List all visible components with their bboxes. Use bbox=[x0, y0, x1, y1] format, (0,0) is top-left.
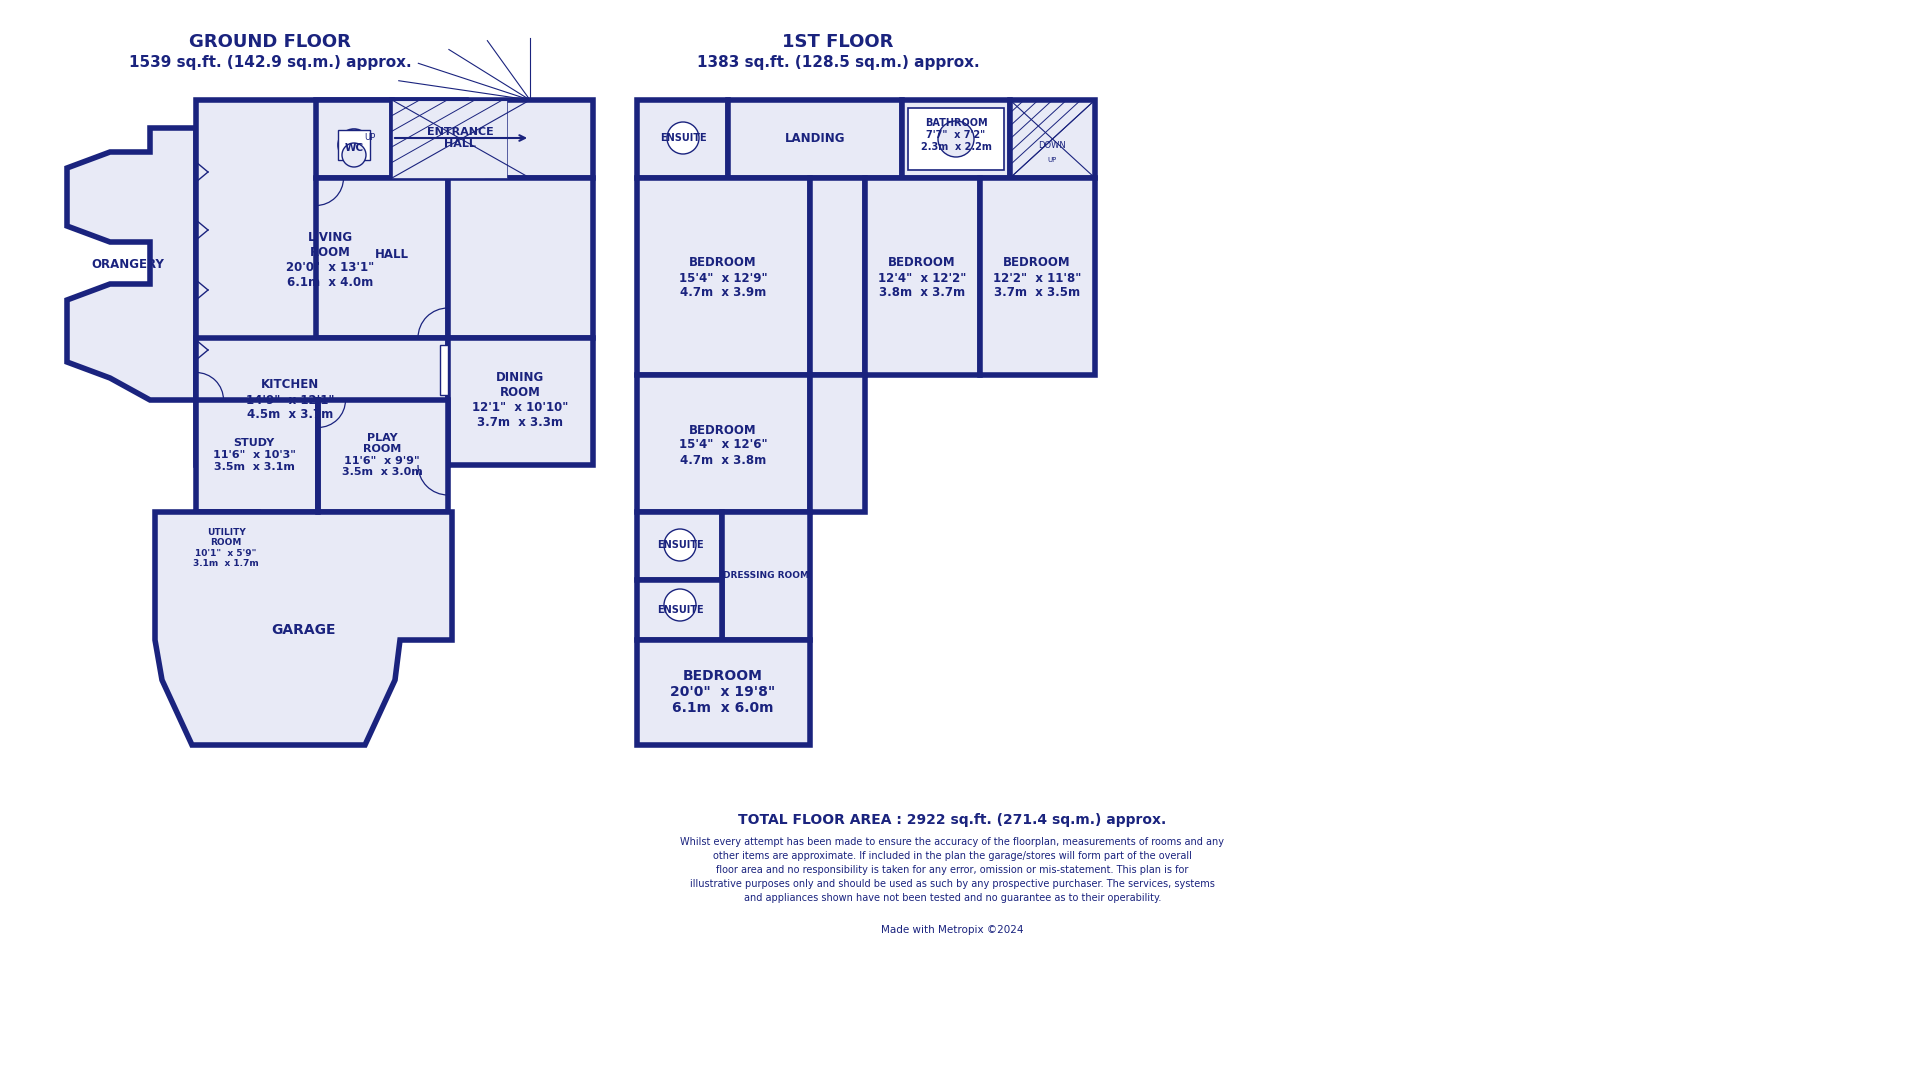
Bar bbox=[810, 178, 865, 375]
Text: HALL: HALL bbox=[375, 248, 410, 261]
Bar bbox=[392, 100, 438, 178]
Text: UTILITY
ROOM
10'1"  x 5'9"
3.1m  x 1.7m: UTILITY ROOM 10'1" x 5'9" 3.1m x 1.7m bbox=[192, 528, 259, 568]
Text: PLAY
ROOM
11'6"  x 9'9"
3.5m  x 3.0m: PLAY ROOM 11'6" x 9'9" 3.5m x 3.0m bbox=[341, 433, 423, 477]
Text: LANDING: LANDING bbox=[785, 132, 846, 145]
Text: DRESSING ROOM: DRESSING ROOM bbox=[724, 570, 810, 580]
Text: 1539 sq.ft. (142.9 sq.m.) approx.: 1539 sq.ft. (142.9 sq.m.) approx. bbox=[130, 54, 411, 69]
Bar bbox=[337, 130, 370, 160]
Text: BATHROOM
7'7"  x 7'2"
2.3m  x 2.2m: BATHROOM 7'7" x 7'2" 2.3m x 2.2m bbox=[920, 119, 991, 151]
Text: ENTRANCE
HALL: ENTRANCE HALL bbox=[427, 127, 493, 149]
Bar bbox=[636, 375, 810, 512]
Text: LIVING
ROOM
20'0"  x 13'1"
6.1m  x 4.0m: LIVING ROOM 20'0" x 13'1" 6.1m x 4.0m bbox=[286, 231, 373, 289]
Bar bbox=[318, 400, 448, 512]
Bar bbox=[196, 512, 257, 592]
Bar bbox=[810, 375, 865, 512]
Bar bbox=[448, 338, 592, 465]
Bar bbox=[448, 178, 592, 338]
Bar bbox=[392, 100, 461, 178]
Text: ENSUITE: ENSUITE bbox=[657, 605, 703, 615]
Text: BEDROOM
20'0"  x 19'8"
6.1m  x 6.0m: BEDROOM 20'0" x 19'8" 6.1m x 6.0m bbox=[671, 669, 775, 715]
Bar bbox=[392, 100, 484, 178]
Bar bbox=[196, 338, 448, 465]
Text: BEDROOM
12'2"  x 11'8"
3.7m  x 3.5m: BEDROOM 12'2" x 11'8" 3.7m x 3.5m bbox=[993, 256, 1082, 299]
Text: ORANGERY: ORANGERY bbox=[91, 258, 164, 271]
Circle shape bbox=[665, 529, 695, 561]
Text: TOTAL FLOOR AREA : 2922 sq.ft. (271.4 sq.m.) approx.: TOTAL FLOOR AREA : 2922 sq.ft. (271.4 sq… bbox=[739, 813, 1166, 827]
Bar bbox=[392, 100, 592, 178]
Text: UP: UP bbox=[1048, 157, 1057, 163]
Text: GARAGE: GARAGE bbox=[271, 623, 335, 637]
Text: BEDROOM
15'4"  x 12'9"
4.7m  x 3.9m: BEDROOM 15'4" x 12'9" 4.7m x 3.9m bbox=[678, 256, 768, 299]
Bar bbox=[392, 100, 415, 178]
Circle shape bbox=[667, 122, 699, 154]
Circle shape bbox=[665, 589, 695, 621]
Bar bbox=[636, 512, 722, 580]
Circle shape bbox=[937, 121, 973, 157]
Text: WC: WC bbox=[345, 143, 364, 153]
Text: ENSUITE: ENSUITE bbox=[657, 540, 703, 550]
Text: Made with Metropix ©2024: Made with Metropix ©2024 bbox=[882, 924, 1023, 935]
Bar bbox=[316, 178, 448, 338]
Text: DINING
ROOM
12'1"  x 10'10"
3.7m  x 3.3m: DINING ROOM 12'1" x 10'10" 3.7m x 3.3m bbox=[472, 372, 568, 429]
Polygon shape bbox=[67, 129, 196, 400]
Text: 1383 sq.ft. (128.5 sq.m.) approx.: 1383 sq.ft. (128.5 sq.m.) approx. bbox=[697, 54, 979, 69]
Text: 1ST FLOOR: 1ST FLOOR bbox=[783, 33, 893, 51]
Text: ENSUITE: ENSUITE bbox=[659, 133, 707, 143]
Bar bbox=[440, 345, 448, 395]
Bar bbox=[728, 100, 901, 178]
Text: GROUND FLOOR: GROUND FLOOR bbox=[189, 33, 351, 51]
Bar bbox=[865, 178, 979, 375]
Bar bbox=[636, 100, 728, 178]
Bar bbox=[392, 100, 507, 178]
Polygon shape bbox=[154, 512, 451, 745]
Bar bbox=[316, 100, 392, 178]
Bar bbox=[722, 512, 810, 640]
Bar bbox=[1010, 100, 1095, 178]
Bar bbox=[901, 100, 1010, 178]
Text: BEDROOM
15'4"  x 12'6"
4.7m  x 3.8m: BEDROOM 15'4" x 12'6" 4.7m x 3.8m bbox=[678, 423, 768, 467]
Circle shape bbox=[337, 129, 370, 161]
Text: UP: UP bbox=[364, 134, 375, 143]
Circle shape bbox=[343, 143, 366, 167]
Bar bbox=[909, 108, 1004, 170]
Text: BEDROOM
12'4"  x 12'2"
3.8m  x 3.7m: BEDROOM 12'4" x 12'2" 3.8m x 3.7m bbox=[878, 256, 966, 299]
Bar bbox=[196, 400, 318, 512]
Text: Whilst every attempt has been made to ensure the accuracy of the floorplan, meas: Whilst every attempt has been made to en… bbox=[680, 837, 1225, 903]
Bar bbox=[196, 100, 467, 400]
Bar bbox=[636, 580, 722, 640]
Bar bbox=[636, 178, 810, 375]
Text: DOWN: DOWN bbox=[1038, 140, 1067, 149]
Bar bbox=[636, 640, 810, 745]
Text: STUDY
11'6"  x 10'3"
3.5m  x 3.1m: STUDY 11'6" x 10'3" 3.5m x 3.1m bbox=[213, 438, 295, 472]
Bar bbox=[979, 178, 1095, 375]
Text: KITCHEN
14'9"  x 12'1"
4.5m  x 3.7m: KITCHEN 14'9" x 12'1" 4.5m x 3.7m bbox=[246, 378, 333, 421]
